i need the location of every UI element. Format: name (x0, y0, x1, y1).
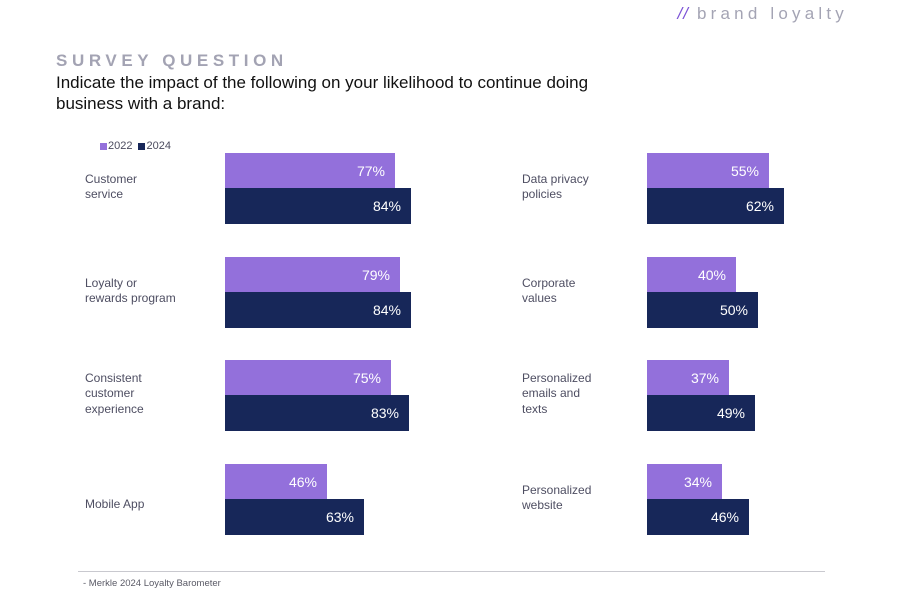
bar-personalized-emails-and-texts-2024: 49% (647, 395, 755, 431)
category-label-line: Customer (85, 171, 138, 186)
category-label-consistent-customer-experience: Consistent customer experience (85, 371, 215, 418)
chart-legend: 2022 2024 (100, 140, 171, 152)
category-label-line: Personalized (522, 482, 592, 497)
data-label-customer-service-2024: 84% (372, 198, 401, 214)
survey-question-kicker: SURVEY QUESTION (56, 51, 288, 70)
data-label-personalized-website-2024: 46% (710, 509, 739, 525)
bar-customer-service-2022: 77% (225, 153, 395, 188)
data-label-loyalty-or-rewards-program-2022: 79% (361, 266, 390, 283)
bar-corporate-values-2022: 40% (647, 257, 736, 292)
footer-divider (78, 571, 825, 572)
legend-label-2024: 2024 (146, 140, 171, 152)
bar-loyalty-or-rewards-program-2022: 79% (225, 257, 400, 292)
legend-swatch-2022 (100, 142, 107, 150)
category-label-data-privacy-policies: Data privacy policies (522, 172, 652, 203)
data-label-consistent-customer-experience-2022: 75% (352, 369, 381, 386)
category-label-loyalty-or-rewards-program: Loyalty or rewards program (85, 276, 215, 307)
category-label-line: Consistent (85, 370, 142, 385)
bar-data-privacy-policies-2024: 62% (647, 188, 784, 224)
data-label-personalized-emails-and-texts-2024: 49% (716, 405, 745, 421)
data-label-consistent-customer-experience-2024: 83% (370, 405, 399, 421)
category-label-line: values (522, 291, 557, 305)
data-label-corporate-values-2024: 50% (719, 302, 748, 318)
bar-mobile-app-2024: 63% (225, 499, 364, 535)
section-tag-text: brand loyalty (697, 4, 848, 23)
bar-personalized-emails-and-texts-2022: 37% (647, 360, 729, 395)
category-label-line: experience (85, 401, 144, 416)
category-label-line: emails and (522, 386, 581, 401)
data-label-personalized-website-2022: 34% (683, 473, 712, 490)
data-label-mobile-app-2024: 63% (325, 509, 354, 525)
category-label-line: Data privacy (522, 171, 589, 186)
category-label-line: Corporate (522, 275, 576, 290)
category-label-corporate-values: Corporate values (522, 276, 652, 307)
bar-personalized-website-2024: 46% (647, 499, 749, 535)
bar-consistent-customer-experience-2024: 83% (225, 395, 409, 431)
slash-mark: // (677, 4, 689, 23)
source-note: - Merkle 2024 Loyalty Barometer (83, 578, 221, 589)
category-label-line: service (85, 187, 124, 201)
category-label-personalized-website: Personalized website (522, 483, 652, 514)
category-label-line: texts (522, 401, 548, 416)
bar-data-privacy-policies-2022: 55% (647, 153, 769, 188)
category-label-line: rewards program (85, 291, 176, 305)
bar-personalized-website-2022: 34% (647, 464, 722, 499)
data-label-data-privacy-policies-2022: 55% (730, 162, 759, 179)
category-label-line: policies (522, 187, 563, 201)
bar-corporate-values-2024: 50% (647, 292, 758, 328)
survey-question-text: Indicate the impact of the following on … (56, 73, 589, 113)
category-label-line: website (522, 498, 563, 512)
category-label-line: Mobile App (85, 497, 145, 512)
data-label-personalized-emails-and-texts-2022: 37% (690, 369, 719, 386)
data-label-customer-service-2022: 77% (356, 162, 385, 179)
category-label-line: Personalized (522, 370, 592, 385)
data-label-corporate-values-2022: 40% (697, 266, 726, 283)
category-label-mobile-app: Mobile App (85, 497, 215, 513)
data-label-data-privacy-policies-2024: 62% (745, 198, 774, 214)
legend-item-2024: 2024 (138, 140, 171, 152)
legend-swatch-2024 (138, 142, 146, 150)
bar-customer-service-2024: 84% (225, 188, 411, 224)
legend-item-2022: 2022 (100, 140, 132, 152)
category-label-personalized-emails-and-texts: Personalized emails and texts (522, 371, 652, 418)
bar-mobile-app-2022: 46% (225, 464, 327, 499)
category-label-line: Loyalty or (85, 275, 138, 290)
section-tag: // brand loyalty (678, 4, 848, 24)
data-label-loyalty-or-rewards-program-2024: 84% (372, 302, 401, 318)
category-label-line: customer (85, 386, 135, 401)
category-label-customer-service: Customer service (85, 172, 215, 203)
data-label-mobile-app-2022: 46% (288, 473, 317, 490)
legend-label-2022: 2022 (108, 140, 133, 152)
bar-consistent-customer-experience-2022: 75% (225, 360, 391, 395)
bar-loyalty-or-rewards-program-2024: 84% (225, 292, 411, 328)
